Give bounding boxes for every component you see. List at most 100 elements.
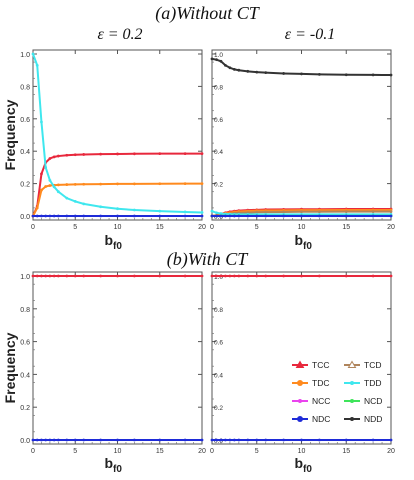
data-point-ndc: [99, 214, 102, 218]
data-point-tcd: [255, 210, 259, 214]
data-point-ndc: [318, 214, 321, 218]
data-point-ndc: [158, 214, 162, 218]
data-point-ndc: [133, 438, 136, 442]
data-point-tdc: [73, 183, 77, 186]
data-point-ndc: [300, 214, 303, 218]
data-point-tcc: [200, 152, 204, 156]
legend-marker-icon: [350, 399, 354, 403]
series-line-tcc: [32, 152, 202, 217]
panel-b1: 0.0 0.2 0.4 0.6 0.8 1.0 0 5 10 15 20: [20, 271, 206, 455]
x-tick-label: 10: [114, 448, 122, 455]
data-point-ndc: [35, 214, 39, 218]
legend-label: TDD: [364, 378, 381, 388]
data-point-tcc: [344, 274, 348, 278]
data-point-ndc: [44, 214, 48, 218]
data-point-tdd: [116, 207, 119, 211]
data-point-ndd: [371, 73, 375, 77]
data-point-tdd: [219, 212, 223, 215]
data-point-tcc: [35, 274, 39, 278]
xlabel-a2-sub: f0: [303, 241, 312, 252]
x-tick-label: 10: [114, 224, 122, 231]
data-point-tcd: [389, 210, 393, 214]
data-point-ndd: [300, 72, 303, 76]
y-tick-label: 0.4: [214, 372, 223, 379]
data-point-tcc: [300, 274, 303, 278]
x-tick-label: 5: [73, 224, 77, 231]
data-point-ndc: [40, 438, 43, 442]
data-point-ndd: [246, 69, 250, 73]
data-point-tcc: [133, 152, 136, 156]
x-tick-label: 0: [210, 224, 214, 231]
data-point-ndc: [282, 438, 285, 442]
legend-marker-icon: [298, 399, 302, 403]
xlabel-b1: b f0: [104, 455, 122, 475]
y-tick-label: 0.6: [20, 117, 30, 124]
data-point-tdd: [40, 120, 43, 124]
data-point-tdc: [183, 182, 187, 186]
legend-marker-icon: [295, 360, 305, 368]
data-point-tcc: [224, 274, 227, 278]
data-point-ndd: [318, 73, 321, 76]
legend-label: NCC: [312, 396, 330, 406]
series-ndc: [210, 214, 393, 218]
data-point-ndc: [344, 214, 348, 218]
data-point-ndc: [40, 214, 43, 218]
y-tick-label: 0.0: [214, 438, 223, 445]
data-point-ndc: [65, 214, 69, 218]
data-point-ndc: [237, 214, 241, 218]
x-tick-label: 0: [31, 224, 35, 231]
xlabel-a1: b f0: [104, 232, 122, 252]
ylabel-top: Frequency: [2, 99, 18, 170]
data-point-tdc: [48, 184, 52, 187]
data-point-tcc: [133, 274, 136, 278]
plot-frame-b1: [32, 271, 203, 445]
data-point-ndd: [232, 67, 236, 71]
data-point-tdd: [48, 178, 52, 182]
data-point-tcc: [200, 274, 204, 278]
data-point-ndc: [232, 438, 236, 442]
xlabel-b2-sub: f0: [303, 464, 312, 475]
data-point-ndc: [210, 438, 214, 442]
data-point-ndd: [228, 66, 232, 70]
data-point-tcc: [52, 155, 56, 159]
x-tick-label: 0: [31, 448, 35, 455]
x-tick-label: 20: [387, 448, 395, 455]
legend-marker-icon: [350, 381, 354, 385]
data-point-ndc: [215, 438, 218, 442]
data-point-ndc: [264, 214, 268, 218]
data-point-tdc: [99, 182, 102, 186]
x-tick-label: 10: [298, 224, 306, 231]
data-point-tcc: [73, 153, 77, 157]
data-point-ndc: [48, 438, 52, 442]
legend-marker-icon: [350, 417, 354, 421]
data-point-ndc: [215, 214, 218, 218]
x-tick-label: 5: [255, 448, 259, 455]
x-tick-label: 15: [342, 448, 350, 455]
data-point-ndc: [219, 214, 223, 218]
data-point-ndc: [200, 438, 204, 442]
data-point-tcc: [237, 274, 241, 278]
legend-item-tcd: TCD: [344, 360, 381, 370]
data-point-tcd: [344, 210, 348, 214]
data-point-tdc: [116, 182, 119, 186]
data-point-ndc: [210, 214, 214, 218]
data-point-tdd: [65, 196, 69, 200]
ylabel-bottom: Frequency: [2, 332, 18, 403]
data-point-ndd: [389, 73, 393, 77]
legend-item-tdc: TDC: [292, 378, 329, 388]
series-ndc: [31, 214, 204, 218]
data-point-tcd: [371, 210, 375, 214]
data-point-ndc: [282, 214, 285, 218]
y-tick-label: 0.4: [214, 149, 223, 156]
xlabel-a2-main: b: [294, 232, 303, 248]
y-tick-label: 0.0: [214, 214, 223, 221]
data-point-tdd: [73, 200, 77, 203]
data-point-tdd: [31, 52, 35, 56]
x-tick-label: 15: [156, 224, 164, 231]
data-point-tcc: [40, 172, 43, 176]
data-point-ndc: [35, 438, 39, 442]
data-point-tcc: [158, 152, 162, 156]
xlabel-b2-main: b: [294, 455, 303, 471]
data-point-tdd: [210, 209, 214, 213]
xlabel-a2: b f0: [294, 232, 312, 252]
